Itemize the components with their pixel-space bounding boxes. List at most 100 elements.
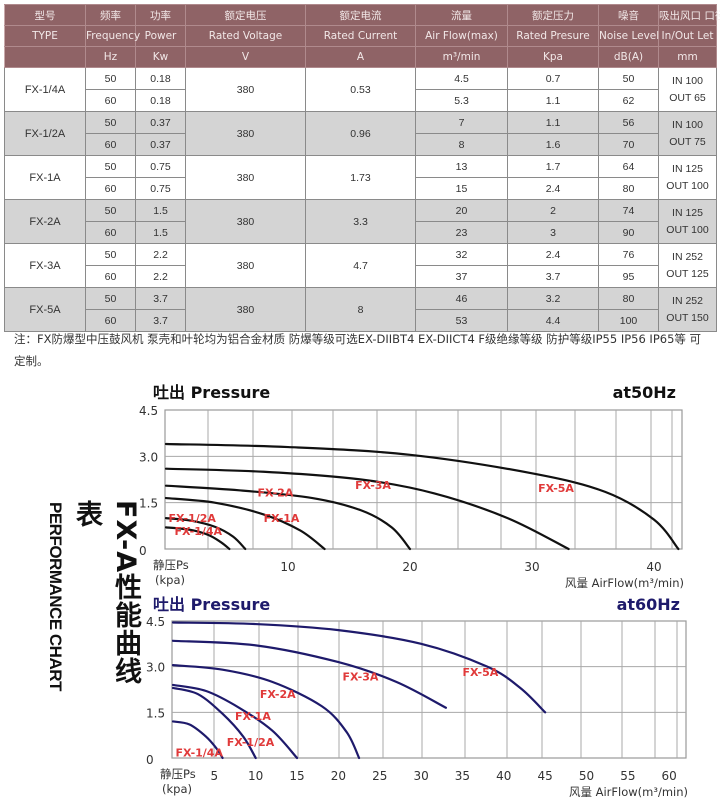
pressure-cell: 0.7 bbox=[507, 67, 599, 90]
airflow-cell: 20 bbox=[415, 199, 508, 222]
side-title-en: PERFORMANCE CHART bbox=[46, 502, 65, 691]
noise-cell: 80 bbox=[598, 177, 659, 200]
header-cn-pressure: 额定压力 bbox=[507, 4, 599, 26]
airflow-cell: 5.3 bbox=[415, 89, 508, 112]
curve-label-fx-1a: FX-1A bbox=[235, 710, 271, 723]
power-cell: 2.2 bbox=[135, 265, 186, 288]
current-cell: 0.53 bbox=[305, 67, 416, 112]
curve-label-fx-1a: FX-1A bbox=[264, 512, 300, 525]
curve-label-fx-3a: FX-3A bbox=[343, 670, 379, 683]
y-axis-unit: (kpa) bbox=[162, 782, 192, 796]
curve-fx-5a bbox=[164, 442, 680, 551]
power-cell: 2.2 bbox=[135, 243, 186, 266]
outlet-size: OUT 75 bbox=[669, 135, 706, 148]
airflow-cell: 32 bbox=[415, 243, 508, 266]
curve-fx-1a bbox=[171, 683, 299, 760]
curve-fx-3a bbox=[164, 467, 570, 551]
header-en-voltage: Rated Voltage bbox=[185, 25, 306, 47]
power-cell: 3.7 bbox=[135, 287, 186, 310]
airflow-cell: 15 bbox=[415, 177, 508, 200]
y-tick-label: 3.0 bbox=[146, 661, 165, 675]
curve-fx-1a bbox=[164, 496, 326, 551]
current-cell: 3.3 bbox=[305, 199, 416, 244]
voltage-cell: 380 bbox=[185, 199, 306, 244]
performance-chart-side-title: FX-A性能曲线表 PERFORMANCE CHART bbox=[45, 500, 141, 700]
outlet-size: OUT 65 bbox=[669, 91, 706, 104]
power-cell: 0.75 bbox=[135, 177, 186, 200]
x-tick-label: 20 bbox=[402, 560, 417, 574]
voltage-cell: 380 bbox=[185, 287, 306, 332]
curve-label-fx-1-4a: FX-1/4A bbox=[175, 746, 223, 759]
table-row: FX-3A 50 2.2 380 4.7 32 2.4 76 IN 252 OUT 125 bbox=[4, 243, 717, 288]
header-unit-airflow: m³/min bbox=[415, 46, 508, 68]
power-cell: 0.18 bbox=[135, 89, 186, 112]
header-en-current: Rated Current bbox=[305, 25, 416, 47]
curve-fx-1-4a bbox=[171, 720, 224, 760]
model-cell: FX-1/2A bbox=[4, 111, 86, 156]
frequency-cell: 50 bbox=[85, 67, 136, 90]
x-tick-label: 50 bbox=[579, 769, 594, 783]
header-en-pressure: Rated Presure bbox=[507, 25, 599, 47]
x-tick-label: 10 bbox=[248, 769, 263, 783]
frequency-cell: 50 bbox=[85, 199, 136, 222]
header-unit-noise: dB(A) bbox=[598, 46, 659, 68]
inlet-size: IN 100 bbox=[672, 118, 703, 131]
outlet-size: OUT 100 bbox=[666, 179, 709, 192]
side-title-cn: FX-A性能曲线表 bbox=[71, 500, 141, 686]
power-cell: 0.18 bbox=[135, 67, 186, 90]
curve-label-fx-1-4a: FX-1/4A bbox=[175, 525, 223, 538]
model-cell: FX-5A bbox=[4, 287, 86, 332]
frequency-cell: 60 bbox=[85, 221, 136, 244]
y-tick-label: 3.0 bbox=[139, 450, 158, 464]
airflow-cell: 37 bbox=[415, 265, 508, 288]
curve-label-fx-2a: FX-2A bbox=[260, 688, 296, 701]
x-tick-label: 10 bbox=[280, 560, 295, 574]
table-row: 60 2.2 37 3.7 95 bbox=[5, 265, 717, 288]
pressure-cell: 2.4 bbox=[507, 243, 599, 266]
x-tick-label: 30 bbox=[413, 769, 428, 783]
header-cn-inlet-outlet: 吸出风口 口径 bbox=[658, 4, 720, 26]
table-row: FX-2A 50 1.5 380 3.3 20 2 74 IN 125 OUT 100 bbox=[4, 199, 717, 244]
frequency-cell: 50 bbox=[85, 155, 136, 178]
header-unit-voltage: V bbox=[185, 46, 306, 68]
noise-cell: 80 bbox=[598, 287, 659, 310]
noise-cell: 95 bbox=[598, 265, 659, 288]
header-unit-inlet-outlet: mm bbox=[658, 46, 717, 68]
voltage-cell: 380 bbox=[185, 67, 306, 112]
chart-frequency: at50Hz bbox=[613, 383, 676, 402]
header-unit-frequency: Hz bbox=[85, 46, 136, 68]
footnote-line-2: 定制。 bbox=[14, 354, 49, 368]
table-row: FX-1/2A 50 0.37 380 0.96 7 1.1 56 IN 100 OUT 75 bbox=[4, 111, 717, 156]
current-cell: 1.73 bbox=[305, 155, 416, 200]
current-cell: 0.96 bbox=[305, 111, 416, 156]
inlet-outlet-cell: IN 125 OUT 100 bbox=[658, 155, 717, 200]
curve-label-fx-5a: FX-5A bbox=[462, 666, 498, 679]
x-tick-label: 30 bbox=[524, 560, 539, 574]
inlet-size: IN 100 bbox=[672, 74, 703, 87]
inlet-size: IN 125 bbox=[672, 206, 703, 219]
table-row: 60 0.75 15 2.4 80 bbox=[5, 177, 717, 200]
chart-60hz: 吐出 Pressure at60Hz 0 1.5 3.0 4.5 5 10 15 20 25 30 35… bbox=[146, 595, 688, 799]
current-cell: 8 bbox=[305, 287, 416, 332]
y-axis-label: 静压Ps bbox=[153, 558, 189, 572]
x-axis-label: 风量 AirFlow(m³/min) bbox=[569, 785, 688, 799]
frequency-cell: 60 bbox=[85, 89, 136, 112]
y-tick-label: 4.5 bbox=[139, 404, 158, 418]
pressure-cell: 1.7 bbox=[507, 155, 599, 178]
header-cn-voltage: 额定电压 bbox=[185, 4, 306, 26]
x-tick-label: 45 bbox=[538, 769, 553, 783]
curve-fx-1-2a bbox=[171, 686, 257, 760]
footnote-line-1: 注：FX防爆型中压鼓风机 泵壳和叶轮均为铝合金材质 防爆等级可选EX-DIIBT… bbox=[14, 332, 702, 346]
power-cell: 1.5 bbox=[135, 199, 186, 222]
x-axis-label: 风量 AirFlow(m³/min) bbox=[565, 576, 684, 590]
current-cell: 4.7 bbox=[305, 243, 416, 288]
chart-50hz: 吐出 Pressure at50Hz 0 1.5 3.0 4.5 10 20 30 40 静压Ps(… bbox=[139, 383, 684, 590]
pressure-cell: 4.4 bbox=[507, 309, 599, 332]
x-tick-label: 40 bbox=[496, 769, 511, 783]
power-cell: 1.5 bbox=[135, 221, 186, 244]
x-tick-label: 60 bbox=[662, 769, 677, 783]
airflow-cell: 13 bbox=[415, 155, 508, 178]
power-cell: 0.37 bbox=[135, 111, 186, 134]
curve-label-fx-1-2a: FX-1/2A bbox=[168, 512, 216, 525]
header-row-cn: 型号 频率 功率 额定电压 额定电流 流量 额定压力 噪音 吸出风口 口径 bbox=[4, 4, 720, 26]
